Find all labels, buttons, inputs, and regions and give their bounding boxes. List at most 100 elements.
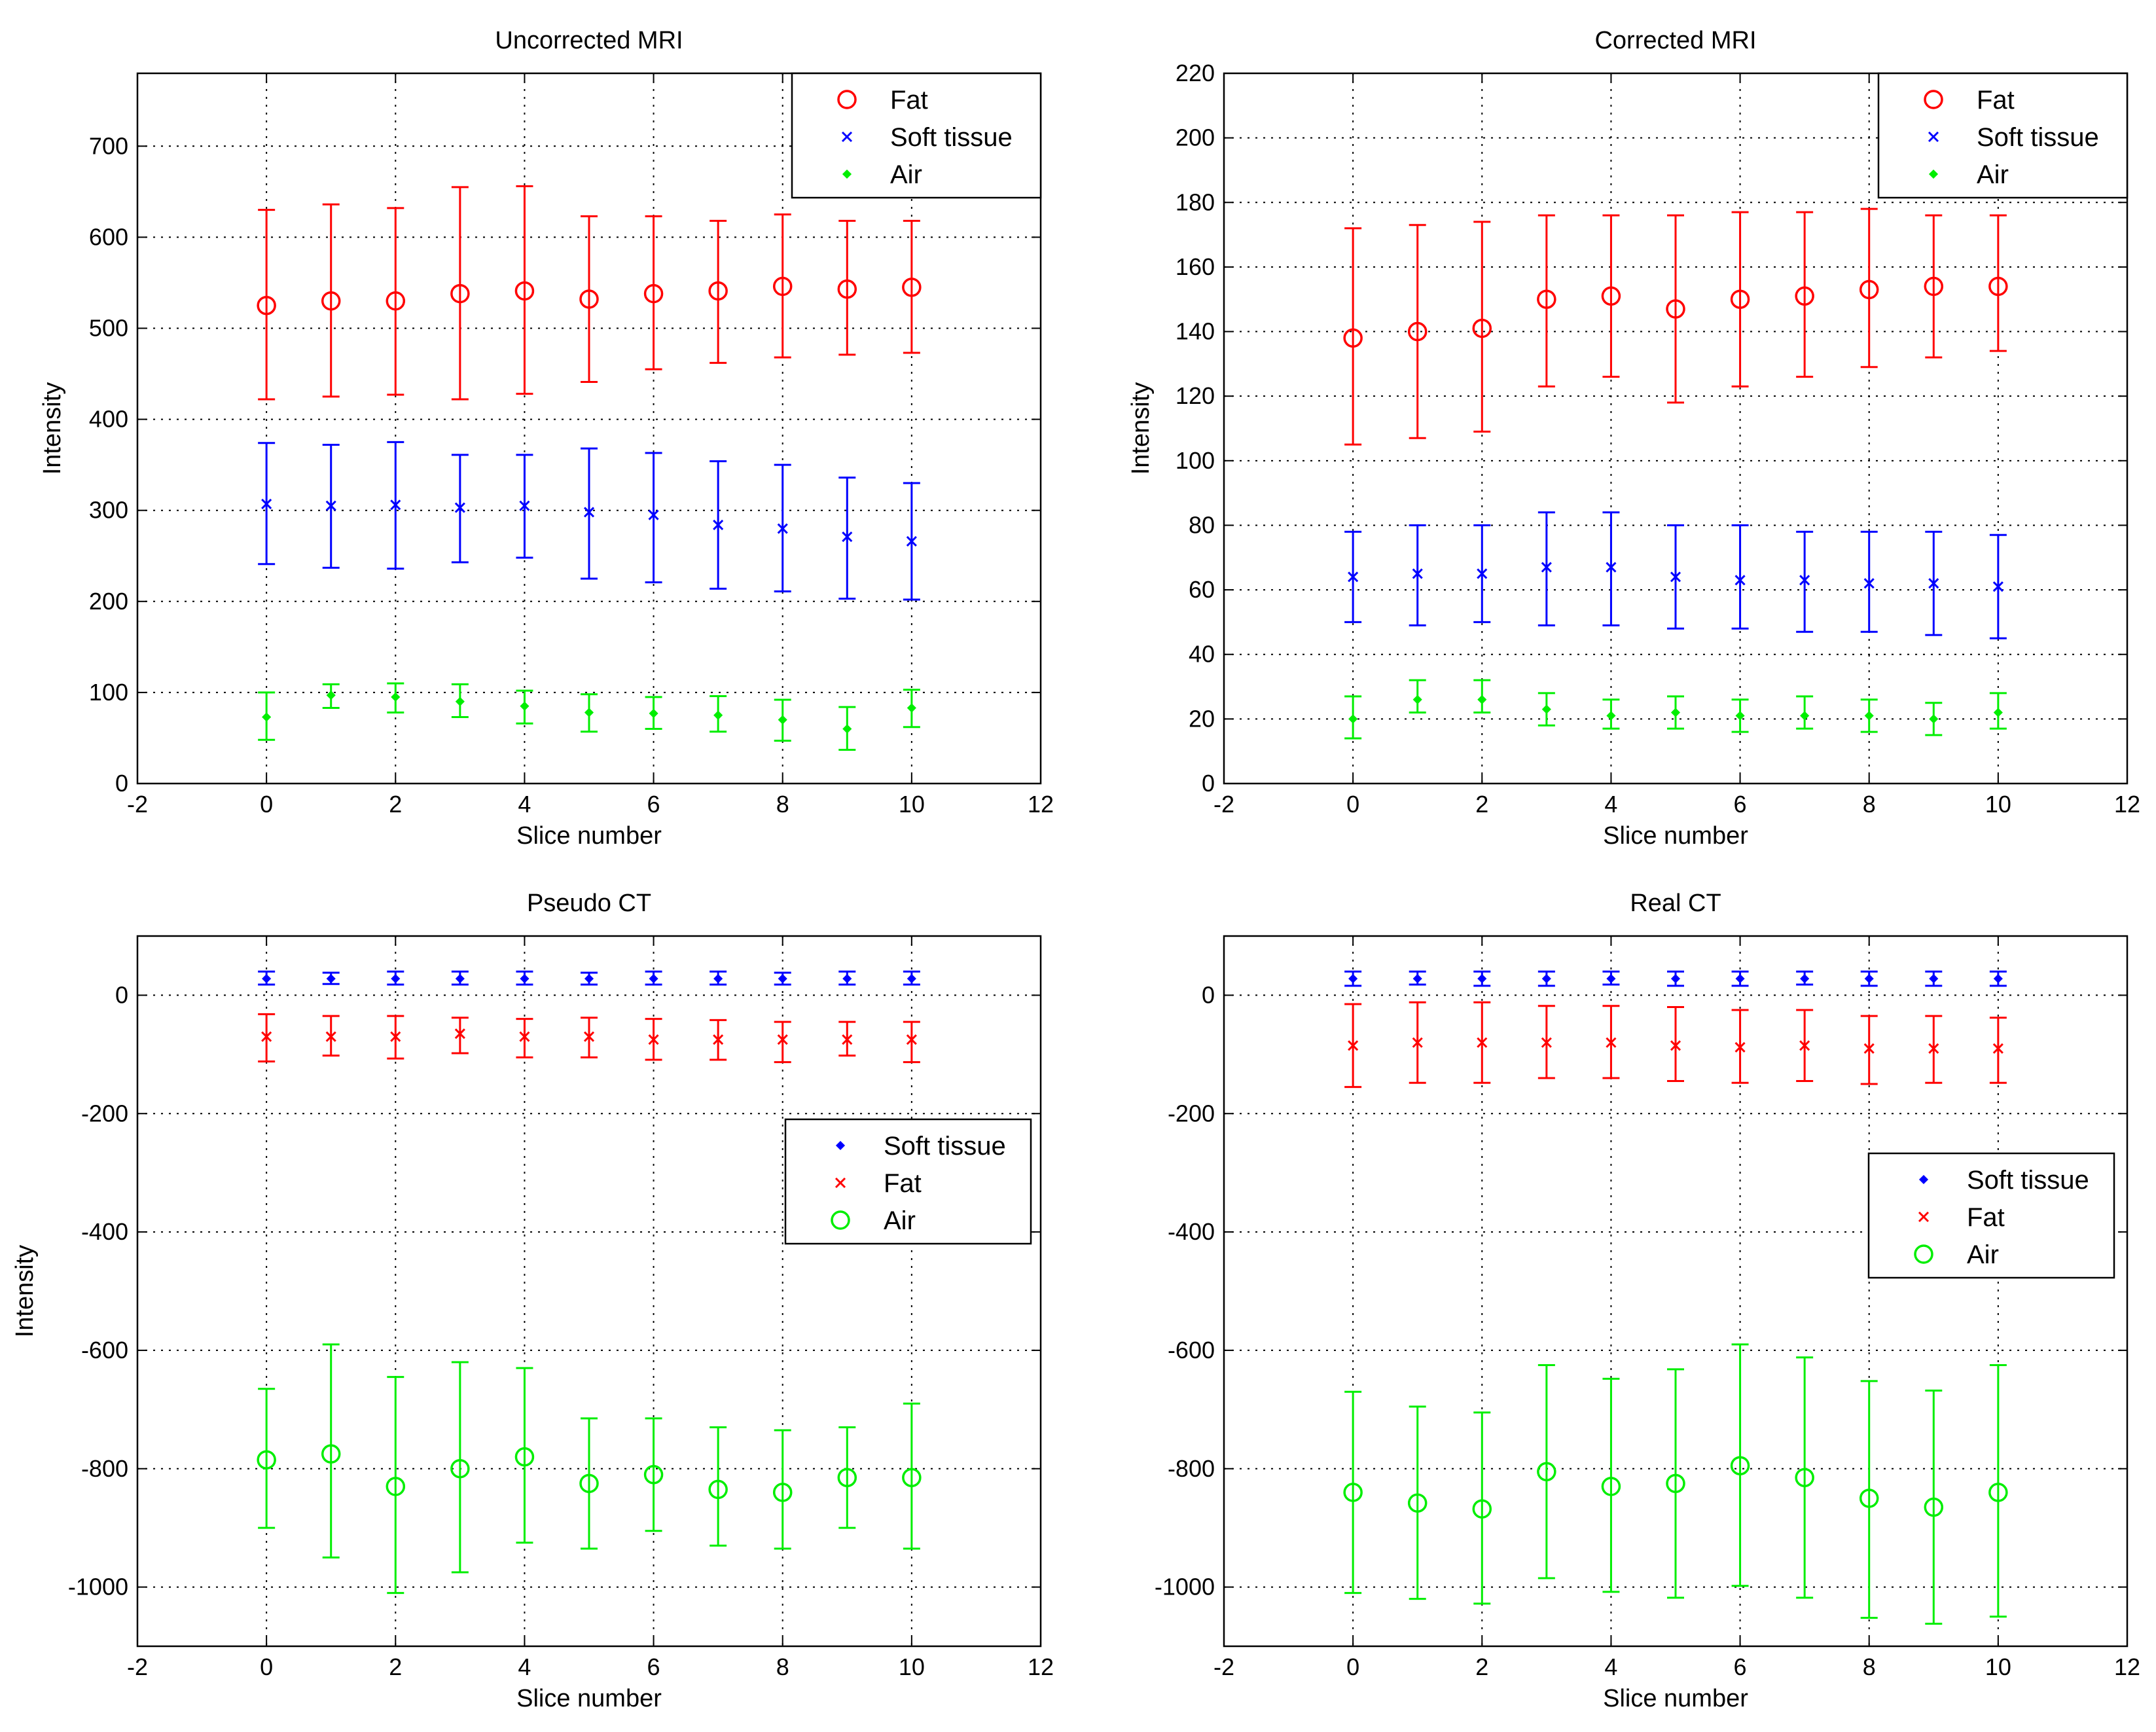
data-point [455, 974, 465, 984]
legend-marker-stroke-b [835, 1177, 846, 1189]
data-point [262, 974, 272, 984]
series-soft-tissue [258, 441, 920, 601]
y-tick-label: -600 [81, 1337, 128, 1363]
y-tick-label: 0 [1202, 770, 1215, 797]
error-bar [1989, 214, 2007, 352]
data-point-stroke-b [713, 1034, 724, 1045]
error-bar [516, 1367, 533, 1544]
data-point [1666, 1473, 1685, 1494]
x-tick-label: 2 [389, 1653, 402, 1680]
data-point [837, 1468, 857, 1488]
data-point [1864, 711, 1874, 721]
data-point [326, 691, 336, 700]
data-point-stroke-b [1863, 1043, 1875, 1054]
data-point [713, 974, 723, 984]
x-tick-label: 0 [260, 1653, 273, 1680]
data-point [708, 281, 728, 301]
legend-marker [831, 1210, 850, 1230]
series-fat [1344, 1001, 2007, 1089]
data-point [455, 696, 465, 706]
data-point [1601, 286, 1621, 306]
error-bar [1731, 1343, 1749, 1587]
x-tick-label: 12 [1028, 1653, 1054, 1680]
data-point [1929, 974, 1939, 984]
error-bar [774, 1429, 791, 1550]
data-point [1537, 289, 1556, 309]
data-point [1670, 571, 1681, 583]
x-tick-label: 6 [647, 791, 660, 818]
x-tick-label: 4 [518, 1653, 531, 1680]
data-point-stroke-b [519, 1031, 530, 1042]
data-point [514, 1447, 535, 1467]
error-bar [645, 1417, 662, 1532]
error-bar [516, 185, 533, 395]
y-tick-label: 700 [89, 132, 128, 159]
error-bar [838, 219, 856, 356]
legend-label: Soft tissue [884, 1132, 1006, 1161]
error-bar [258, 209, 276, 401]
data-point [1928, 1043, 1939, 1054]
error-bar [774, 213, 791, 359]
data-point [1348, 714, 1358, 724]
axes-box [136, 935, 1042, 1648]
error-bar [1925, 1389, 1943, 1625]
data-point [902, 1468, 922, 1488]
data-point [1606, 562, 1617, 573]
error-bar [387, 207, 404, 396]
data-point [772, 1483, 793, 1502]
legend-label: Air [1977, 160, 2009, 189]
data-point [326, 974, 336, 984]
legend-marker-stroke-b [841, 131, 853, 143]
y-tick-label: 80 [1189, 511, 1215, 538]
legend-label: Soft tissue [1977, 123, 2099, 152]
data-point [454, 502, 465, 513]
legend-marker [1928, 169, 1939, 179]
data-point [1343, 328, 1363, 348]
data-point [1407, 1493, 1428, 1513]
data-point [1730, 289, 1750, 309]
x-tick-label: 10 [1985, 1653, 2011, 1680]
y-tick-label: -200 [81, 1100, 128, 1127]
x-tick-label: 4 [1604, 791, 1617, 818]
data-point [1859, 1488, 1879, 1508]
data-point-stroke-b [648, 509, 659, 520]
x-tick-label: 2 [1475, 1653, 1488, 1680]
data-point-stroke-b [1670, 571, 1681, 583]
x-tick-label: 8 [1863, 791, 1876, 818]
data-point [1988, 276, 2008, 297]
data-point [1730, 1456, 1750, 1475]
data-point-stroke-b [1477, 1037, 1488, 1048]
data-point-stroke-b [390, 499, 401, 511]
data-point [1477, 1037, 1488, 1048]
data-point [907, 703, 916, 713]
data-point [1859, 280, 1879, 300]
data-point [778, 974, 787, 984]
x-tick-label: 8 [776, 791, 789, 818]
data-point-stroke-b [1992, 581, 2003, 592]
series-soft-tissue [1344, 511, 2007, 640]
x-tick-label: 4 [1604, 1653, 1617, 1680]
data-point-stroke-b [1541, 562, 1552, 573]
error-bar [1860, 1015, 1878, 1085]
axes-box [1223, 935, 2129, 1648]
data-point [713, 710, 723, 720]
x-tick-label: -2 [1213, 791, 1234, 818]
data-point [772, 276, 793, 297]
y-tick-label: 200 [89, 588, 128, 615]
data-point-stroke-b [1541, 1037, 1552, 1048]
data-point [583, 507, 595, 518]
chart-title: Pseudo CT [527, 890, 651, 917]
error-bar [1796, 530, 1814, 633]
error-bar [1860, 530, 1878, 633]
legend-label: Fat [1977, 86, 2015, 115]
data-point [1348, 1040, 1359, 1051]
data-point [583, 1031, 595, 1042]
y-tick-label: 0 [1202, 981, 1215, 1008]
y-tick-label: 140 [1176, 318, 1215, 345]
y-tick-label: -1000 [1155, 1574, 1215, 1600]
legend: Soft tissue Fat Air [1867, 1152, 2115, 1279]
data-point [649, 974, 658, 984]
x-axis-label: Slice number [516, 1685, 662, 1712]
data-point [1343, 1483, 1363, 1502]
chart-panel-3: -2 0 2 4 6 8 10 12 -1000 -800 -600 -400 -200 0 Pseudo … [11, 890, 1054, 1712]
